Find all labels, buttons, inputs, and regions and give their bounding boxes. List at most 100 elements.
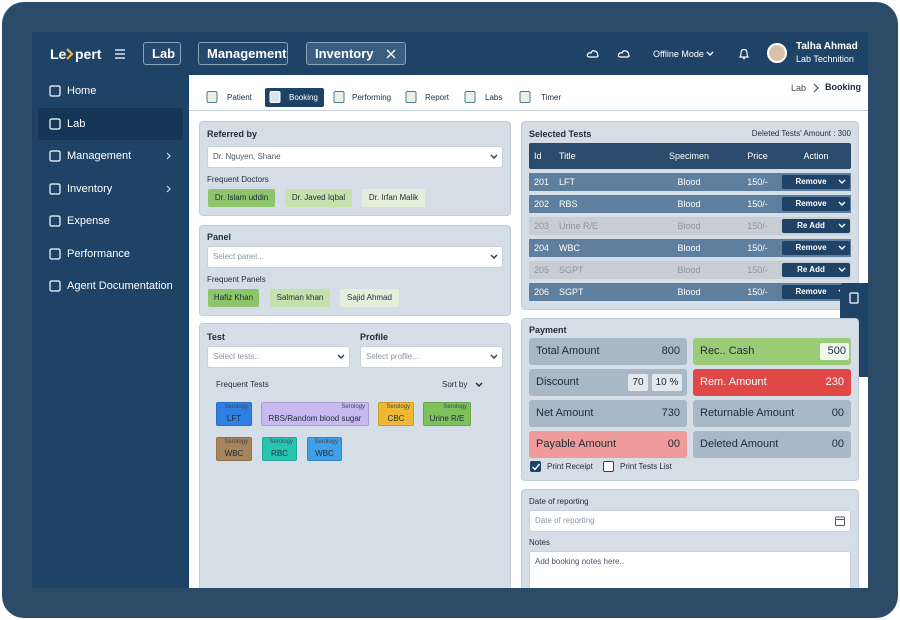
checkbox[interactable] [530,461,541,472]
sidebar-item[interactable]: Expense [67,215,110,227]
payment-cell [529,338,687,365]
header-tab[interactable] [306,42,406,65]
toolbar-item[interactable]: Performing [352,93,392,102]
sidebar-chevron [162,182,176,196]
toolbar-icon-glyph [206,91,218,103]
test-chip[interactable] [378,402,414,426]
chip[interactable]: Sajid Ahmad [340,289,399,307]
avatar[interactable] [767,43,787,63]
table-cell: SGPT [559,287,584,297]
chip[interactable]: Hafiz Khan [208,289,259,307]
checkbox[interactable] [603,461,614,472]
side-tool-icon[interactable] [847,291,861,305]
logo-mark-glyph [66,48,74,60]
sidebar-icon-glyph [49,215,61,227]
chip[interactable]: Salman khan [270,289,330,307]
test-chip-name: WBC [315,449,334,458]
sidebar-item[interactable]: Agent Documentation [67,280,173,292]
sort-label[interactable]: Sort by [442,380,468,389]
menu-icon[interactable] [113,47,127,61]
checkbox-label[interactable]: Print Tests List [620,462,672,471]
sidebar-item[interactable]: Performance [67,248,130,260]
select-chevron [334,350,348,364]
select-box[interactable] [360,346,503,368]
side-tool-icon-glyph [849,292,859,304]
select-box[interactable] [207,246,503,268]
test-chip-name: RBS/Random blood sugar [268,414,362,423]
section-title: Profile [360,332,389,342]
select-box[interactable] [207,346,350,368]
checkbox-label[interactable]: Print Receipt [547,462,593,471]
test-chip[interactable] [307,437,342,461]
calendar-icon-glyph [835,516,845,526]
calendar-icon[interactable] [833,514,847,528]
bell-icon[interactable] [737,47,751,61]
test-chip[interactable] [261,402,369,426]
header-tab[interactable] [143,42,181,65]
close-tab-icon[interactable] [384,47,398,61]
toolbar-icon[interactable] [268,90,282,104]
sidebar-icon[interactable] [48,84,62,98]
sidebar-icon[interactable] [48,182,62,196]
action-button[interactable] [782,285,850,299]
select-box[interactable] [207,146,503,168]
input-box[interactable] [820,343,849,360]
input-box[interactable] [652,374,682,391]
toolbar-item[interactable]: Booking [289,93,318,102]
toolbar-icon[interactable] [404,90,418,104]
sidebar-icon[interactable] [48,279,62,293]
action-button[interactable] [782,197,850,211]
toolbar-icon[interactable] [205,90,219,104]
test-chip[interactable] [216,402,252,426]
table-cell: 203 [534,221,550,231]
sidebar-item[interactable]: Lab [67,118,86,130]
section-title: Panel [207,232,232,242]
action-chevron-glyph [838,245,846,250]
action-button[interactable] [782,241,850,255]
sort-chevron[interactable] [472,378,486,392]
action-button[interactable] [782,219,850,233]
chip[interactable]: Dr. Irfan Malik [362,189,425,207]
test-chip-group: Serology [443,404,467,410]
test-chip[interactable] [262,437,297,461]
notes-input[interactable] [529,551,851,588]
toolbar-item[interactable]: Timer [541,93,562,102]
cloud-sync-icon[interactable] [617,47,631,61]
action-button[interactable] [782,175,850,189]
input-box[interactable] [628,374,648,391]
table-cell: 205 [534,265,550,275]
toolbar-icon[interactable] [518,90,532,104]
test-chip-group: Serology [314,439,338,445]
sidebar-icon[interactable] [48,117,62,131]
payment-cell [693,431,851,458]
cloud-icon[interactable] [586,47,600,61]
toolbar-item[interactable]: Report [425,93,450,102]
mode-label[interactable]: Offline Mode [653,49,704,59]
sidebar-item[interactable]: Management [67,150,132,162]
chip[interactable]: Dr. Javed Iqbal [285,189,352,207]
toolbar-item[interactable]: Patient [227,93,252,102]
bell-icon-glyph [739,48,749,60]
sidebar-icon[interactable] [48,149,62,163]
test-chip-group: Serology [386,404,410,410]
action-button[interactable] [782,263,850,277]
payment-label: Total Amount [536,345,600,357]
toolbar-icon[interactable] [332,90,346,104]
select-text: Dr. Nguyen, Shane [213,152,281,161]
chip[interactable]: Dr. Islam uddin [208,189,275,207]
section-title: Test [207,332,225,342]
header-tab[interactable] [198,42,288,65]
toolbar-item[interactable]: Labs [485,93,503,102]
test-chip[interactable] [216,437,252,461]
date-input[interactable] [529,510,851,532]
test-chip-name: RBC [271,449,288,458]
breadcrumb-item[interactable]: Lab [791,83,807,93]
test-chip[interactable] [423,402,471,426]
sidebar-item[interactable]: Home [67,85,97,97]
sidebar-icon[interactable] [48,247,62,261]
sidebar-item[interactable]: Inventory [67,183,113,195]
mode-chevron[interactable] [703,47,717,61]
toolbar-icon[interactable] [463,90,477,104]
input-value: 500 [827,345,846,357]
sidebar-icon[interactable] [48,214,62,228]
